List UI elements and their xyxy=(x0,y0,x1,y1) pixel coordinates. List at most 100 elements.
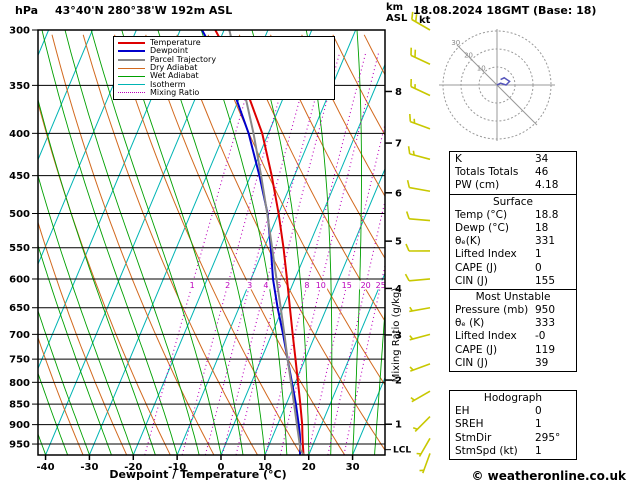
stats-row-value: 39 xyxy=(535,356,549,369)
legend-item-label: Temperature xyxy=(150,38,201,48)
stats-row: CIN (J) 155 xyxy=(450,275,576,288)
stats-section-indices: K 34 Totals Totals 46 PW (cm) 4.18 xyxy=(449,151,577,195)
stats-row: CAPE (J) 119 xyxy=(450,344,576,357)
stats-row: StmSpd (kt) 1 xyxy=(450,445,576,458)
stats-row-label: θₑ (K) xyxy=(455,317,485,330)
legend-item-isotherm: Isotherm xyxy=(118,80,330,88)
svg-text:350: 350 xyxy=(9,81,30,92)
stats-row-label: EH xyxy=(455,405,470,418)
stats-row-label: Pressure (mb) xyxy=(455,304,529,317)
series-dewpoint xyxy=(201,30,302,455)
copyright: © weatheronline.co.uk xyxy=(471,469,626,483)
svg-text:20: 20 xyxy=(302,462,316,473)
stats-row: CAPE (J) 0 xyxy=(450,262,576,275)
stats-section-most-unstable: Most Unstable Pressure (mb) 950 θₑ (K) 333 Li… xyxy=(449,288,577,372)
stats-row-label: SREH xyxy=(455,418,484,431)
stats-row: K 34 xyxy=(450,153,576,166)
stats-section-surface: Surface Temp (°C) 18.8 Dewp (°C) 18 θₑ(K) 331 L… xyxy=(449,193,577,290)
svg-text:2: 2 xyxy=(395,376,402,387)
pressure-tick-labels: 300 350 400 450 500 550 600 650 700 750 800 850 900 9… xyxy=(9,26,38,451)
wet-adiabat-lines xyxy=(38,30,385,455)
svg-text:300: 300 xyxy=(9,26,30,37)
svg-text:400: 400 xyxy=(9,129,30,140)
stats-row-value: 1 xyxy=(535,248,542,261)
stats-section-title: Surface xyxy=(492,195,533,208)
stats-row: CIN (J) 39 xyxy=(450,357,576,370)
mixing-ratio-lines xyxy=(144,51,385,455)
legend: Temperature Dewpoint Parcel Trajectory Dry … xyxy=(113,36,335,101)
svg-text:-20: -20 xyxy=(124,462,142,473)
stats-row-value: 155 xyxy=(535,274,556,287)
isotherm-lines xyxy=(38,30,385,455)
stats-row-value: 0 xyxy=(535,405,542,418)
stats-row: StmDir 295° xyxy=(450,432,576,445)
legend-item-label: Dry Adiabat xyxy=(150,63,198,73)
legend-line-sample xyxy=(118,67,145,69)
stats-row-value: 331 xyxy=(535,235,556,248)
stats-row: Totals Totals 46 xyxy=(450,166,576,179)
svg-text:-30: -30 xyxy=(80,462,98,473)
stats-row: Temp (°C) 18.8 xyxy=(450,209,576,222)
legend-line-sample xyxy=(118,92,145,94)
legend-line-sample xyxy=(118,75,145,77)
stats-row-value: 0 xyxy=(535,261,542,274)
svg-text:3: 3 xyxy=(395,330,402,341)
stats-row: Pressure (mb) 950 xyxy=(450,304,576,317)
km-axis-labels: 8 7 6 5 4 3 2 1 LCL xyxy=(385,87,411,456)
svg-text:30: 30 xyxy=(451,39,460,47)
stats-row-label: StmSpd (kt) xyxy=(455,444,518,457)
svg-text:-40: -40 xyxy=(37,462,55,473)
stats-row-value: -0 xyxy=(535,330,546,343)
wind-barbs xyxy=(404,11,431,474)
stats-tables: K 34 Totals Totals 46 PW (cm) 4.18 Surface Temp… xyxy=(449,151,577,460)
stats-row-value: 4.18 xyxy=(535,179,559,192)
svg-text:5: 5 xyxy=(276,281,281,290)
svg-text:800: 800 xyxy=(9,378,30,389)
hodograph: 10 20 30 xyxy=(439,29,555,141)
svg-text:20: 20 xyxy=(464,52,473,60)
stats-row-value: 295° xyxy=(535,431,561,444)
legend-line-sample xyxy=(118,50,145,53)
stats-row-label: StmDir xyxy=(455,431,492,444)
datetime-label: 18.08.2024 18GMT (Base: 18) xyxy=(413,4,597,17)
svg-text:650: 650 xyxy=(9,303,30,314)
svg-text:10: 10 xyxy=(258,462,272,473)
svg-text:2: 2 xyxy=(225,281,230,290)
stats-row-value: 1 xyxy=(535,444,542,457)
legend-item-dewpoint: Dewpoint xyxy=(118,47,330,55)
stats-row: θₑ (K) 333 xyxy=(450,317,576,330)
svg-text:15: 15 xyxy=(342,281,352,290)
stats-row-value: 34 xyxy=(535,153,549,165)
svg-text:10: 10 xyxy=(477,64,486,72)
legend-item-label: Mixing Ratio xyxy=(150,87,200,97)
stats-row: Lifted Index -0 xyxy=(450,330,576,343)
svg-text:6: 6 xyxy=(395,188,402,199)
stats-row-label: θₑ(K) xyxy=(455,235,481,248)
plot-border xyxy=(37,29,386,456)
legend-item-parcel-trajectory: Parcel Trajectory xyxy=(118,55,330,64)
stats-row-label: PW (cm) xyxy=(455,179,500,192)
stats-row-label: K xyxy=(455,153,462,165)
svg-text:3: 3 xyxy=(247,281,252,290)
stats-row: EH 0 xyxy=(450,405,576,418)
svg-text:600: 600 xyxy=(9,274,30,285)
svg-text:450: 450 xyxy=(9,171,30,182)
plot-area: 1 2 3 4 5 8 10 15 20 25 xyxy=(38,30,385,455)
stats-row: Lifted Index 1 xyxy=(450,248,576,261)
stats-row-label: Totals Totals xyxy=(455,166,519,179)
hodograph-trace xyxy=(496,76,511,86)
hodograph-unit-label: kt xyxy=(419,15,431,26)
temp-tick-labels: -40 -30 -20 -10 0 10 20 30 xyxy=(37,455,360,473)
altitude-unit-km: km xyxy=(386,2,404,13)
svg-text:20: 20 xyxy=(361,281,371,290)
stats-row-label: CAPE (J) xyxy=(455,343,498,356)
svg-text:850: 850 xyxy=(9,400,30,411)
station-title: 43°40'N 280°38'W 192m ASL xyxy=(55,4,233,17)
stats-row-label: CIN (J) xyxy=(455,274,488,287)
stats-row: Dewp (°C) 18 xyxy=(450,222,576,235)
legend-item-wet-adiabat: Wet Adiabat xyxy=(118,72,330,80)
stats-section-title: Most Unstable xyxy=(475,290,551,303)
pressure-unit-label: hPa xyxy=(15,4,39,17)
mixing-ratio-axis-label: Mixing Ratio (g/kg) xyxy=(391,288,402,383)
stats-row-label: Lifted Index xyxy=(455,248,517,261)
